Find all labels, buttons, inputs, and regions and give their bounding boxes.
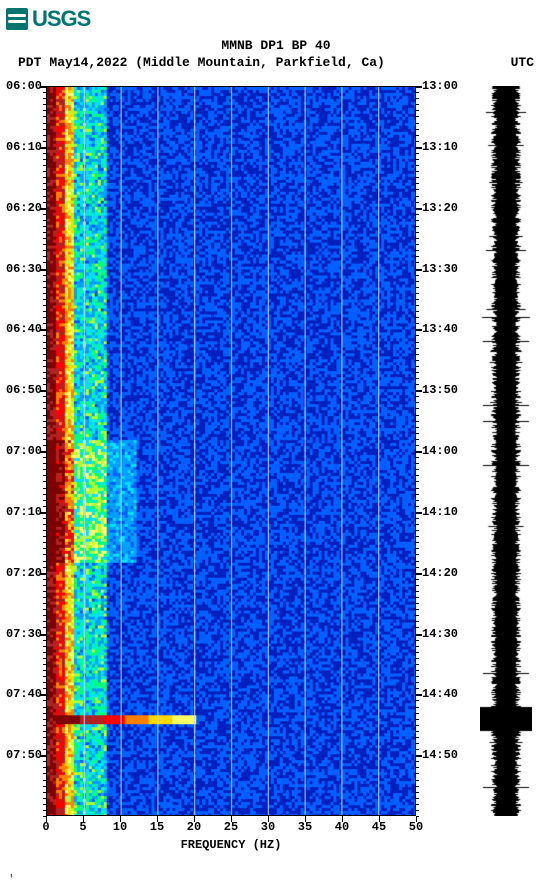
x-label: 35	[298, 820, 312, 834]
y-left-label: 07:10	[2, 505, 42, 519]
timezone-left: PDT	[18, 55, 41, 70]
y-right-label: 13:20	[422, 201, 458, 215]
x-label: 10	[113, 820, 127, 834]
y-left-label: 06:20	[2, 201, 42, 215]
y-left-label: 06:50	[2, 383, 42, 397]
corner-mark: '	[8, 874, 15, 886]
chart-subtitle: May14,2022 (Middle Mountain, Parkfield, …	[41, 55, 510, 70]
y-right-label: 14:20	[422, 566, 458, 580]
wave-icon	[6, 8, 28, 30]
y-right-label: 13:00	[422, 79, 458, 93]
y-right-label: 14:40	[422, 687, 458, 701]
y-left-label: 07:00	[2, 444, 42, 458]
y-left-label: 06:30	[2, 262, 42, 276]
y-left-label: 06:10	[2, 140, 42, 154]
y-right-label: 13:30	[422, 262, 458, 276]
y-left-label: 06:40	[2, 322, 42, 336]
x-label: 0	[42, 820, 49, 834]
y-right-label: 14:50	[422, 748, 458, 762]
y-right-label: 13:50	[422, 383, 458, 397]
y-left-label: 06:00	[2, 79, 42, 93]
x-label: 45	[372, 820, 386, 834]
y-axis-left: 06:0006:1006:2006:3006:4006:5007:0007:10…	[2, 86, 44, 816]
logo-text: USGS	[32, 6, 90, 32]
y-right-label: 14:00	[422, 444, 458, 458]
x-axis-title: FREQUENCY (HZ)	[46, 838, 416, 852]
x-axis-labels: 05101520253035404550	[46, 820, 416, 840]
x-label: 50	[409, 820, 423, 834]
y-left-label: 07:30	[2, 627, 42, 641]
spectrogram-canvas	[46, 86, 416, 816]
y-left-label: 07:20	[2, 566, 42, 580]
y-right-label: 14:30	[422, 627, 458, 641]
spectrogram-plot	[46, 86, 416, 816]
y-right-label: 13:10	[422, 140, 458, 154]
y-axis-right: 13:0013:1013:2013:3013:4013:5014:0014:10…	[418, 86, 462, 816]
seismogram-trace	[480, 86, 532, 816]
seismogram-canvas	[480, 86, 532, 816]
y-left-label: 07:40	[2, 687, 42, 701]
chart-title: MMNB DP1 BP 40	[0, 38, 552, 53]
y-right-label: 14:10	[422, 505, 458, 519]
x-label: 20	[187, 820, 201, 834]
x-label: 40	[335, 820, 349, 834]
x-label: 25	[224, 820, 238, 834]
x-label: 5	[79, 820, 86, 834]
chart-header: MMNB DP1 BP 40 PDT May14,2022 (Middle Mo…	[0, 38, 552, 70]
x-label: 15	[150, 820, 164, 834]
usgs-logo: USGS	[6, 6, 90, 32]
y-right-label: 13:40	[422, 322, 458, 336]
y-left-label: 07:50	[2, 748, 42, 762]
timezone-right: UTC	[511, 55, 534, 70]
x-label: 30	[261, 820, 275, 834]
